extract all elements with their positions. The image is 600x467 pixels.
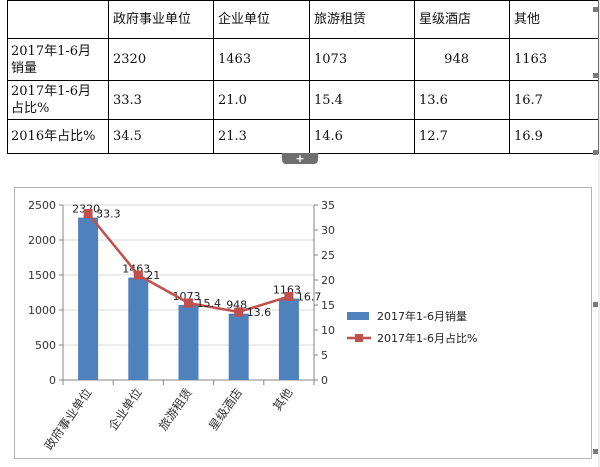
header-corner-cell (7, 0, 109, 39)
x-axis-category-label: 其他 (270, 386, 295, 414)
line-data-label: 21 (146, 269, 160, 282)
row-label-share-2016: 2016年占比% (7, 119, 109, 154)
plus-icon: + (295, 152, 305, 165)
line-point-share-2017 (284, 292, 294, 301)
right-axis-tick-label: 10 (321, 324, 335, 337)
line-point-share-2017 (83, 209, 93, 218)
header-cell-other: 其他 (509, 0, 599, 39)
line-point-share-2017 (184, 298, 193, 308)
x-axis-category-label: 企业单位 (105, 385, 145, 433)
table-row-share-2016: 2016年占比% 34.5 21.3 14.6 12.7 16.9 (7, 119, 599, 154)
left-axis-tick-label: 1500 (28, 269, 56, 282)
table-cell: 13.6 (414, 80, 510, 120)
table-cell: 15.4 (309, 80, 415, 120)
table-header-row: 政府事业单位 企业单位 旅游租赁 星级酒店 其他 (7, 0, 599, 39)
right-axis-tick-label: 30 (321, 224, 335, 237)
table-cell: 948 (414, 38, 510, 81)
header-cell-government: 政府事业单位 (108, 0, 214, 39)
table-cell: 21.0 (213, 80, 310, 120)
table-cell: 33.3 (108, 80, 214, 120)
table-cell: 21.3 (213, 119, 310, 154)
left-axis-tick-label: 0 (49, 374, 56, 387)
table-cell: 34.5 (108, 119, 214, 154)
window-edge-marks (593, 0, 600, 467)
left-axis-tick-label: 2500 (28, 199, 56, 212)
bar-data-label: 1073 (173, 290, 201, 303)
bar-sales-2017 (78, 217, 99, 380)
x-axis-category-label: 星级酒店 (206, 386, 245, 433)
line-point-share-2017 (234, 307, 244, 317)
x-axis-category-label: 旅游租赁 (156, 386, 195, 433)
bar-sales-2017 (128, 277, 149, 380)
legend-label-bar: 2017年1-6月销量 (377, 309, 467, 323)
header-cell-star-hotel: 星级酒店 (414, 0, 510, 39)
table-cell: 16.9 (509, 119, 599, 154)
right-axis-tick-label: 0 (321, 374, 328, 387)
right-axis-tick-label: 15 (321, 299, 335, 312)
bar-sales-2017 (278, 298, 299, 380)
row-label-share-2017: 2017年1-6月占比% (7, 80, 109, 120)
table-row-sales-2017: 2017年1-6月销量 2320 1463 1073 948 1163 (7, 38, 599, 81)
legend-swatch-marker (355, 334, 363, 342)
combo-chart: 0500100015002000250005101520253035232014… (28, 199, 477, 453)
legend-label-line: 2017年1-6月占比% (377, 331, 477, 345)
right-axis-tick-label: 20 (321, 274, 335, 287)
right-axis-tick-label: 25 (321, 249, 335, 262)
bar-data-label: 1163 (273, 284, 301, 297)
left-axis-tick-label: 1000 (28, 304, 56, 317)
table-cell: 16.7 (509, 80, 599, 120)
x-axis-category-label: 政府事业单位 (41, 385, 95, 453)
left-axis-tick-label: 500 (35, 339, 56, 352)
right-axis-tick-label: 5 (321, 349, 328, 362)
line-data-label: 15.4 (197, 297, 222, 310)
table-expand-handle[interactable]: + (282, 153, 318, 164)
line-data-label: 33.3 (96, 208, 121, 221)
data-table: 政府事业单位 企业单位 旅游租赁 星级酒店 其他 2017年1-6月销量 232… (7, 0, 599, 154)
right-axis-tick-label: 35 (321, 199, 335, 212)
table-cell: 2320 (108, 38, 214, 81)
chart-area[interactable]: 0500100015002000250005101520253035232014… (14, 187, 592, 459)
legend-swatch-bar (347, 312, 369, 320)
table-cell: 14.6 (309, 119, 415, 154)
table-row-share-2017: 2017年1-6月占比% 33.3 21.0 15.4 13.6 16.7 (7, 80, 599, 120)
bar-sales-2017 (178, 304, 199, 380)
line-data-label: 16.7 (297, 291, 322, 304)
line-point-share-2017 (133, 270, 143, 280)
table-cell: 1463 (213, 38, 310, 81)
row-label-sales-2017: 2017年1-6月销量 (7, 38, 109, 81)
table-cell: 1163 (509, 38, 599, 81)
bar-sales-2017 (228, 313, 249, 380)
table-cell: 1073 (309, 38, 415, 81)
header-cell-tourism-rental: 旅游租赁 (309, 0, 415, 39)
table-cell: 12.7 (414, 119, 510, 154)
left-axis-tick-label: 2000 (28, 234, 56, 247)
line-data-label: 13.6 (247, 306, 272, 319)
header-cell-enterprise: 企业单位 (213, 0, 310, 39)
